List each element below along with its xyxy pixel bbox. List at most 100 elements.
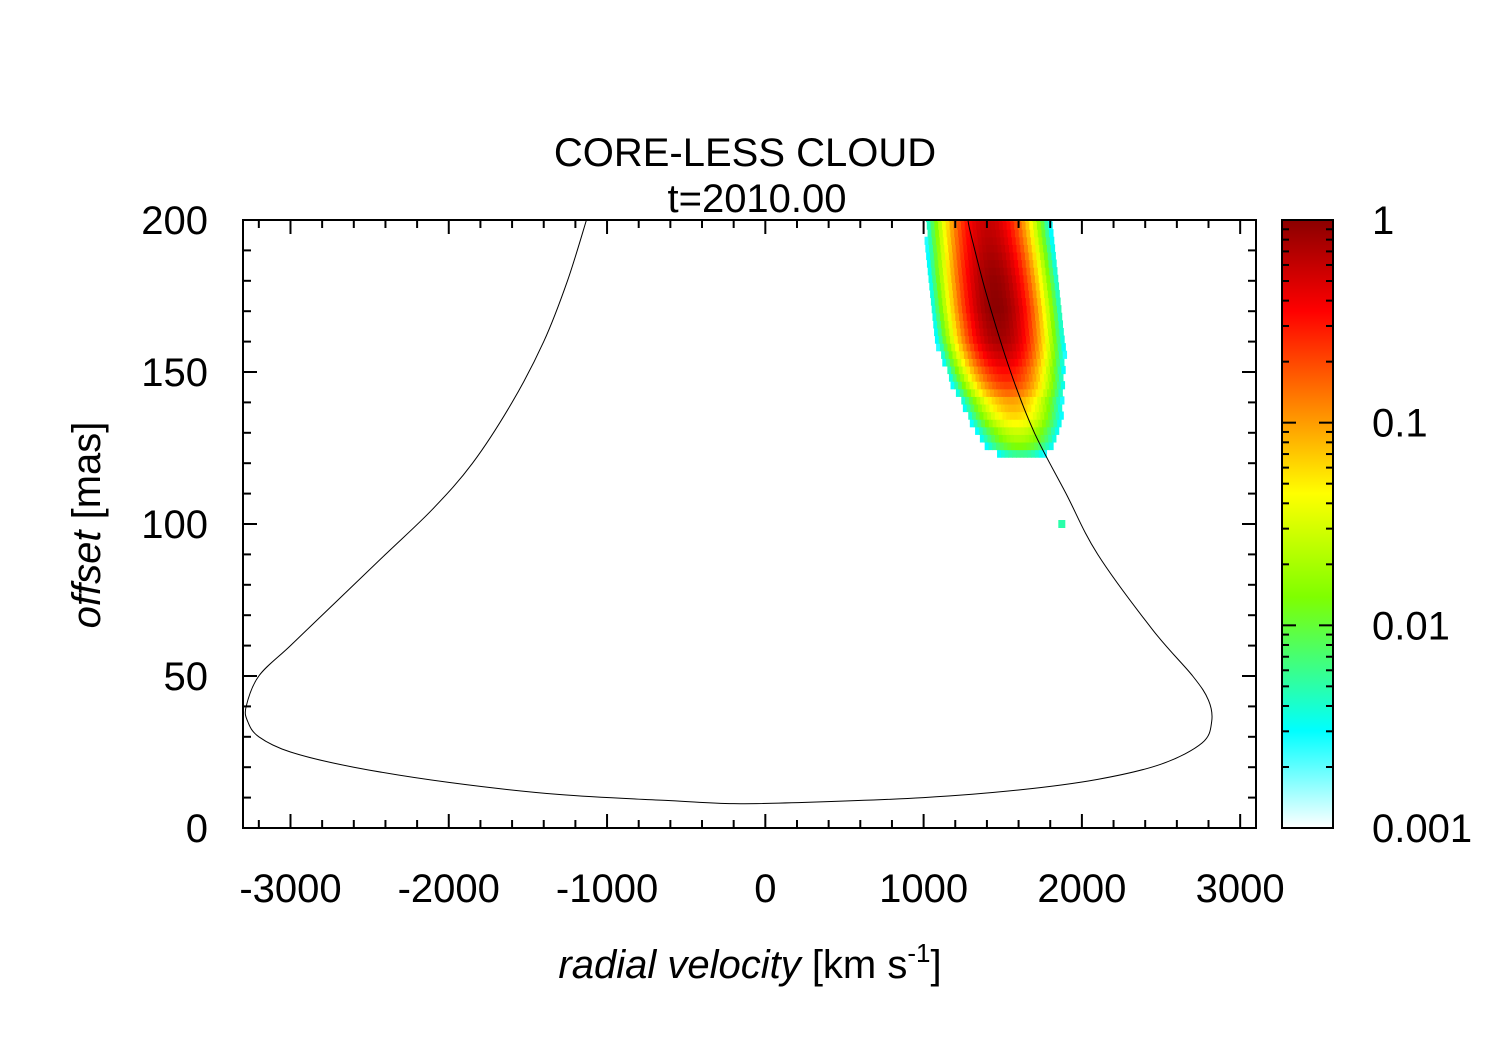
heat-cell [1031, 449, 1036, 458]
heat-cell [1027, 449, 1032, 458]
envelope-curve [244, 220, 1213, 805]
heat-cell [949, 221, 954, 230]
heat-cell [1057, 419, 1062, 428]
heat-cell [990, 282, 995, 291]
heat-cell [999, 267, 1005, 276]
heat-cell [1015, 419, 1020, 428]
heat-cell [1039, 426, 1045, 435]
heat-cell [1012, 282, 1018, 291]
heat-cell [1038, 419, 1043, 428]
heat-cell [999, 259, 1004, 268]
heat-cell [965, 381, 971, 390]
heat-cell [1038, 305, 1043, 314]
heat-cell [1022, 335, 1027, 344]
heat-cell [1021, 327, 1026, 337]
heat-cell [999, 441, 1005, 451]
heat-cell [1029, 297, 1035, 306]
heat-cell [971, 220, 976, 223]
heat-cell [1049, 441, 1054, 451]
heat-cell [970, 403, 975, 413]
x-tick-label: 3000 [1196, 867, 1285, 911]
heat-cell [1037, 335, 1042, 344]
heat-cell [981, 274, 987, 283]
heat-cell [929, 244, 934, 253]
heat-cell [1044, 411, 1049, 420]
heat-cell [971, 373, 977, 382]
heat-cell [1034, 274, 1040, 283]
heat-cell [951, 236, 956, 245]
heat-cell [1048, 297, 1054, 306]
heat-cell [968, 327, 973, 337]
heat-cell [972, 221, 977, 230]
heat-cell [1021, 373, 1026, 382]
heat-cell [1012, 244, 1018, 253]
heat-cell [983, 434, 989, 443]
heat-cell [1035, 320, 1041, 329]
heat-cell [981, 312, 987, 321]
heat-cell [1036, 350, 1041, 359]
heat-cell [1012, 343, 1017, 352]
heat-cell [1051, 411, 1057, 420]
heat-cell [1057, 365, 1062, 375]
heat-cell [975, 220, 980, 223]
heat-cell [1018, 358, 1023, 367]
heat-cell [1047, 289, 1053, 299]
heat-cell [1037, 229, 1043, 238]
heat-cell [1026, 441, 1031, 451]
heat-cell [1052, 396, 1057, 405]
heat-cell [1031, 343, 1036, 352]
heat-cell [1002, 289, 1007, 299]
heat-cell [953, 358, 959, 367]
heat-cell [1004, 274, 1009, 283]
colorbar-gradient [1282, 220, 1333, 828]
heat-cell [994, 373, 999, 382]
heat-cell [996, 236, 1002, 245]
heat-cell [1055, 373, 1060, 382]
heat-cell [1010, 259, 1015, 268]
x-tick-label: 0 [754, 867, 776, 911]
heat-cell [925, 220, 931, 223]
heat-cell [972, 327, 977, 337]
heat-cell [942, 335, 947, 344]
heat-cell [932, 236, 937, 245]
heat-cell [956, 220, 961, 223]
heat-cell [968, 396, 974, 405]
heat-cell [1040, 251, 1045, 261]
heat-cell [940, 244, 945, 253]
heat-cell [1051, 251, 1056, 261]
heat-cell [997, 449, 1002, 458]
heat-cell [990, 220, 995, 223]
heat-cell [977, 274, 983, 283]
heat-cell [967, 220, 973, 223]
heat-cell [1058, 320, 1064, 329]
heat-cell [1051, 373, 1056, 382]
heat-cell [981, 236, 986, 245]
heat-cell [949, 358, 955, 367]
heat-cell [953, 335, 959, 344]
x-axis-label-units: [km s [801, 943, 908, 987]
heat-cell [1053, 267, 1058, 276]
heat-cell [960, 327, 966, 337]
heat-cell [1041, 441, 1047, 451]
heat-cell [1048, 358, 1054, 367]
heat-cell [1004, 419, 1009, 428]
heat-cell [1022, 305, 1028, 314]
heat-cell [1000, 365, 1005, 375]
heat-cell [1029, 434, 1034, 443]
heat-cell [1030, 305, 1035, 314]
heat-cell [976, 297, 981, 306]
heat-cell [936, 274, 941, 283]
heat-cell [957, 259, 962, 268]
heat-cell [1023, 365, 1028, 375]
heat-cell [1019, 236, 1024, 245]
heat-cell [1003, 267, 1009, 276]
heat-cell [1031, 244, 1037, 253]
heat-cell [975, 411, 981, 420]
heat-cell [968, 289, 973, 299]
heat-cell [1050, 244, 1056, 253]
heat-cell [1054, 403, 1059, 413]
heat-cell [1001, 220, 1007, 223]
heat-cell [1013, 220, 1018, 223]
heat-cell [1013, 327, 1019, 337]
